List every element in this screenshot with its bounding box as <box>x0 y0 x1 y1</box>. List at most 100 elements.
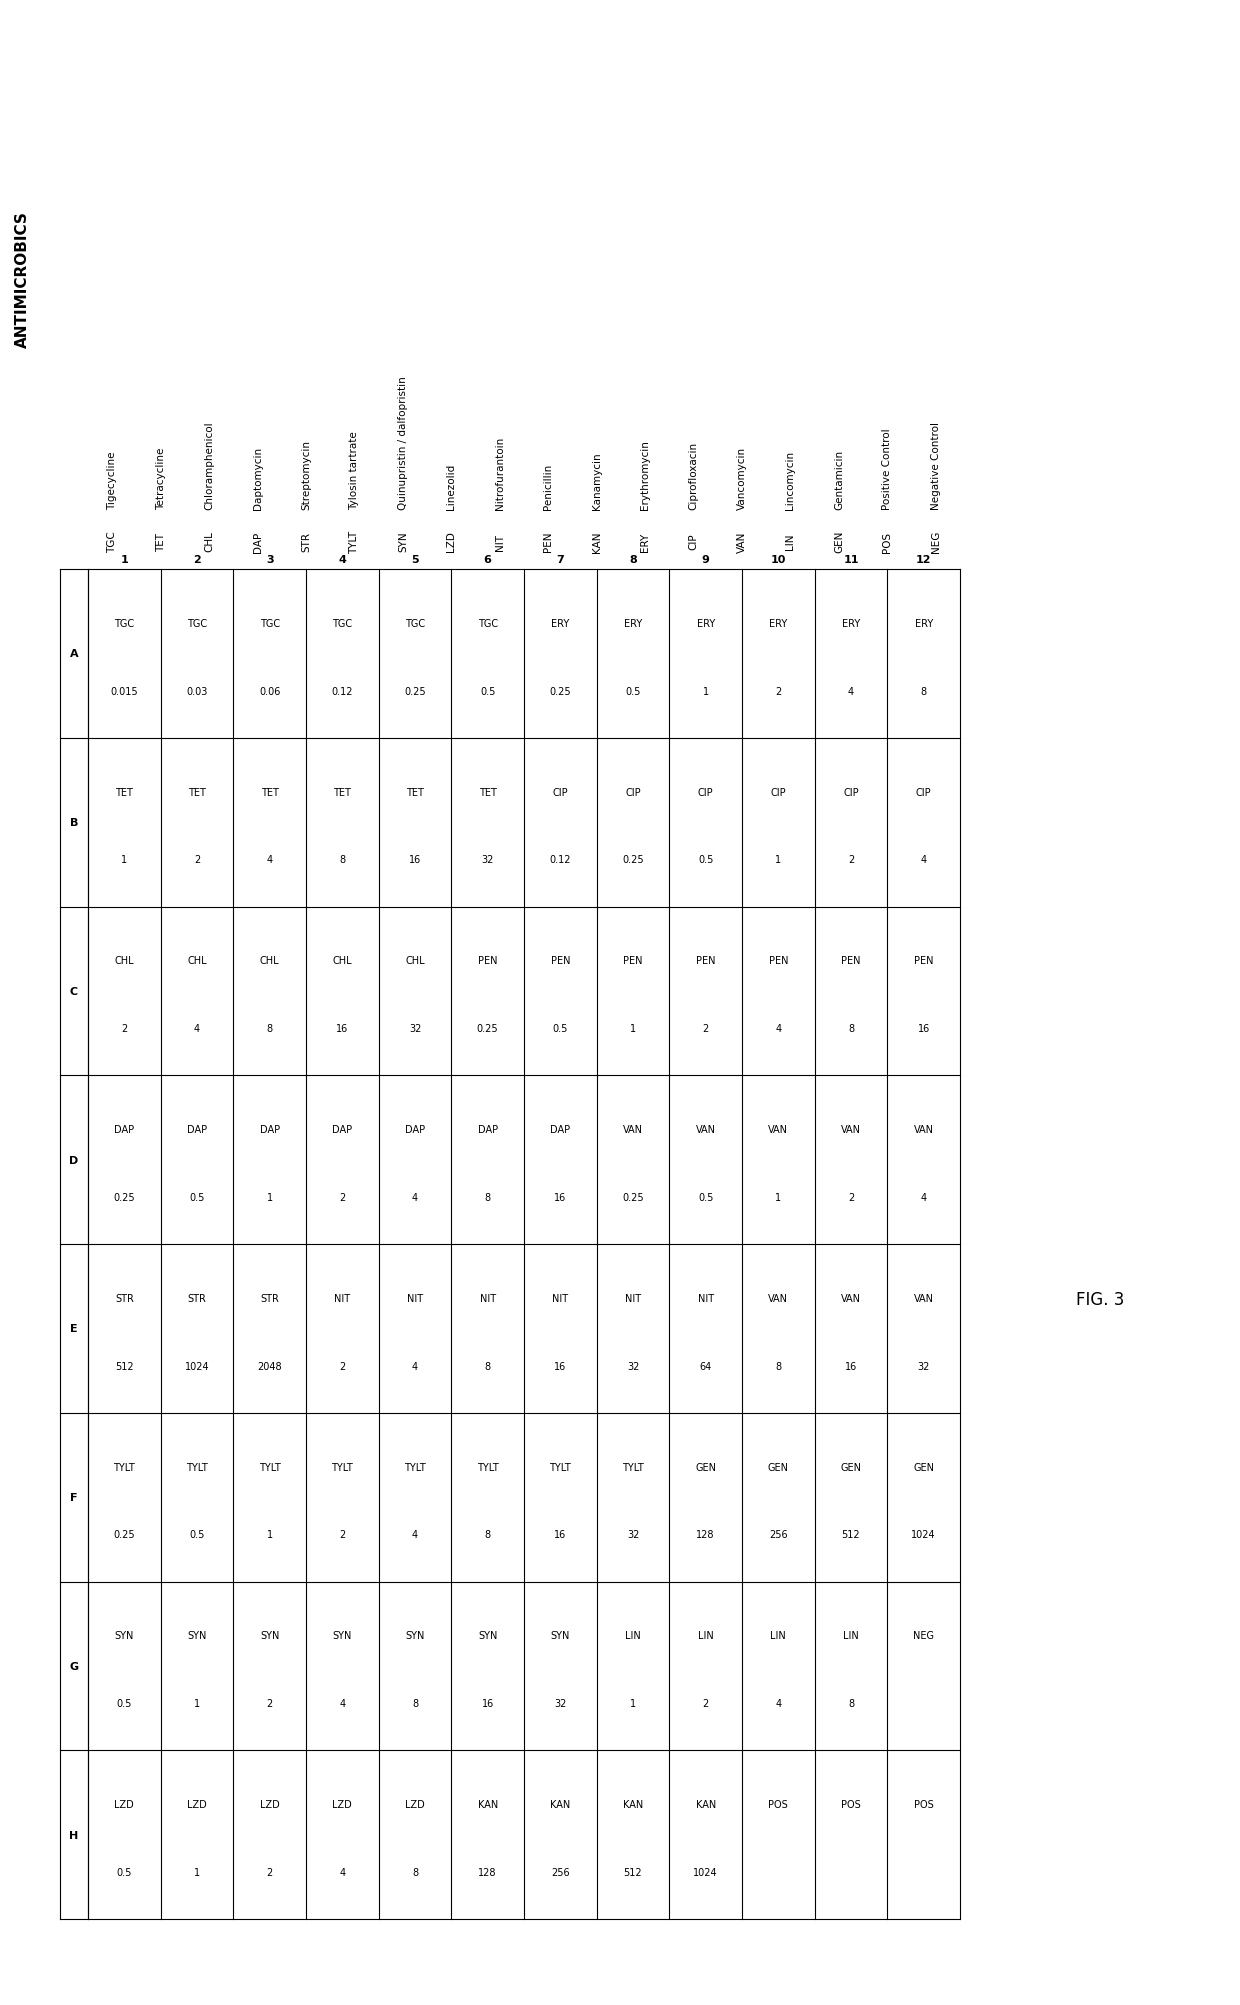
Text: 4: 4 <box>267 854 273 864</box>
Text: ERY: ERY <box>640 531 650 551</box>
Text: LZD: LZD <box>114 1798 134 1809</box>
Text: TGC: TGC <box>332 620 352 630</box>
Text: A: A <box>69 650 78 660</box>
Text: 2: 2 <box>340 1193 346 1203</box>
Text: TET: TET <box>156 531 166 551</box>
Text: PEN: PEN <box>914 956 934 966</box>
Text: 6: 6 <box>484 555 491 565</box>
Text: 8: 8 <box>775 1361 781 1371</box>
Text: ERY: ERY <box>915 620 932 630</box>
Text: 8: 8 <box>848 1023 854 1033</box>
Text: LIN: LIN <box>698 1630 713 1640</box>
Text: TET: TET <box>405 788 424 798</box>
Text: GEN: GEN <box>768 1462 789 1472</box>
Text: 0.06: 0.06 <box>259 686 280 696</box>
Text: CHL: CHL <box>187 956 207 966</box>
Text: Tetracycline: Tetracycline <box>156 447 166 509</box>
Text: KAN: KAN <box>551 1798 570 1809</box>
Text: 4: 4 <box>848 686 854 696</box>
Text: ERY: ERY <box>624 620 642 630</box>
Text: C: C <box>69 986 78 996</box>
Text: 0.015: 0.015 <box>110 686 138 696</box>
Text: 1024: 1024 <box>911 1530 936 1540</box>
Text: NEG: NEG <box>913 1630 934 1640</box>
Text: LZD: LZD <box>446 531 456 551</box>
Text: 16: 16 <box>336 1023 348 1033</box>
Text: ANTIMICROBICS: ANTIMICROBICS <box>15 211 30 349</box>
Text: 0.12: 0.12 <box>549 854 572 864</box>
Text: 0.25: 0.25 <box>114 1530 135 1540</box>
Text: 1: 1 <box>267 1530 273 1540</box>
Text: SYN: SYN <box>260 1630 279 1640</box>
Text: CHL: CHL <box>332 956 352 966</box>
Text: 8: 8 <box>629 555 637 565</box>
Text: 256: 256 <box>551 1867 569 1877</box>
Text: NIT: NIT <box>335 1293 351 1303</box>
Text: DAP: DAP <box>253 531 263 551</box>
Text: PEN: PEN <box>769 956 789 966</box>
Text: TYLT: TYLT <box>186 1462 208 1472</box>
Text: F: F <box>71 1492 78 1502</box>
Text: 0.5: 0.5 <box>117 1867 131 1877</box>
Text: 1: 1 <box>193 1698 200 1708</box>
Text: 128: 128 <box>479 1867 497 1877</box>
Text: 0.12: 0.12 <box>331 686 353 696</box>
Text: CIP: CIP <box>553 788 568 798</box>
Text: FIG. 3: FIG. 3 <box>1076 1291 1125 1309</box>
Text: TET: TET <box>260 788 279 798</box>
Text: Daptomycin: Daptomycin <box>253 447 263 509</box>
Text: 10: 10 <box>770 555 786 565</box>
Text: TGC: TGC <box>405 620 425 630</box>
Text: CIP: CIP <box>688 533 698 549</box>
Text: SYN: SYN <box>114 1630 134 1640</box>
Text: 4: 4 <box>193 1023 200 1033</box>
Text: GEN: GEN <box>913 1462 934 1472</box>
Text: 32: 32 <box>626 1361 639 1371</box>
Text: VAN: VAN <box>914 1125 934 1135</box>
Text: CIP: CIP <box>916 788 931 798</box>
Text: POS: POS <box>883 531 893 551</box>
Text: LIN: LIN <box>770 1630 786 1640</box>
Text: Chloramphenicol: Chloramphenicol <box>205 421 215 509</box>
Text: 0.25: 0.25 <box>549 686 572 696</box>
Text: 0.5: 0.5 <box>190 1530 205 1540</box>
Text: CHL: CHL <box>260 956 279 966</box>
Text: POS: POS <box>914 1798 934 1809</box>
Text: KAN: KAN <box>622 1798 644 1809</box>
Text: DAP: DAP <box>405 1125 425 1135</box>
Text: 16: 16 <box>554 1193 567 1203</box>
Text: CIP: CIP <box>698 788 713 798</box>
Text: 2: 2 <box>340 1530 346 1540</box>
Text: STR: STR <box>187 1293 206 1303</box>
Text: Kanamycin: Kanamycin <box>591 453 601 509</box>
Text: 32: 32 <box>626 1530 639 1540</box>
Text: 0.25: 0.25 <box>114 1193 135 1203</box>
Text: PEN: PEN <box>624 956 642 966</box>
Text: 4: 4 <box>412 1193 418 1203</box>
Text: LZD: LZD <box>405 1798 425 1809</box>
Text: PEN: PEN <box>543 531 553 551</box>
Text: TGC: TGC <box>187 620 207 630</box>
Text: PEN: PEN <box>696 956 715 966</box>
Text: 11: 11 <box>843 555 859 565</box>
Text: 8: 8 <box>485 1530 491 1540</box>
Text: TYLT: TYLT <box>259 1462 280 1472</box>
Text: TYLT: TYLT <box>622 1462 644 1472</box>
Text: STR: STR <box>115 1293 134 1303</box>
Text: LZD: LZD <box>187 1798 207 1809</box>
Text: G: G <box>69 1660 78 1670</box>
Text: SYN: SYN <box>551 1630 570 1640</box>
Text: 8: 8 <box>485 1361 491 1371</box>
Text: 2: 2 <box>267 1867 273 1877</box>
Text: 2048: 2048 <box>258 1361 281 1371</box>
Text: Quinupristin / dalfopristin: Quinupristin / dalfopristin <box>398 377 408 509</box>
Text: SYN: SYN <box>332 1630 352 1640</box>
Text: TGC: TGC <box>114 620 134 630</box>
Text: 1: 1 <box>122 854 128 864</box>
Text: 32: 32 <box>409 1023 422 1033</box>
Text: 16: 16 <box>409 854 422 864</box>
Text: PEN: PEN <box>841 956 861 966</box>
Text: KAN: KAN <box>591 531 601 553</box>
Text: 1024: 1024 <box>693 1867 718 1877</box>
Text: ERY: ERY <box>769 620 787 630</box>
